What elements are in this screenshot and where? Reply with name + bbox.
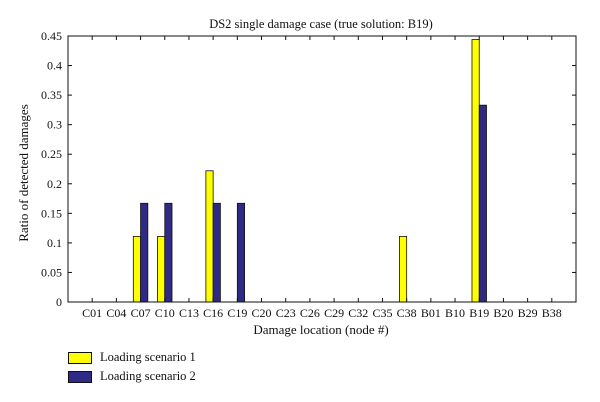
x-tick-label-c04: C04 [106,306,126,320]
y-axis-label: Ratio of detected damages [16,104,31,242]
bars-group [132,39,487,303]
x-axis-label: Damage location (node #) [253,322,388,337]
bar-b19-series-1 [471,39,480,303]
legend-swatch-scenario-1 [68,351,92,364]
x-tick-label-c13: C13 [179,306,199,320]
ticks-group: 0 0.05 0.1 0.15 0.2 0.25 0.3 0.35 0.4 0.45 C01 C04 C… [41,29,576,320]
y-tick-label: 0.35 [41,88,62,102]
x-tick-label-c10: C10 [155,306,175,320]
x-tick-label-b10: B10 [445,306,465,320]
legend: Loading scenario 1 Loading scenario 2 [68,348,196,386]
x-tick-label-c26: C26 [300,306,320,320]
bar-c16-series-2 [212,202,221,303]
y-tick-label: 0.3 [47,118,62,132]
y-tick-label: 0.45 [41,29,62,43]
x-tick-label-c01: C01 [82,306,102,320]
bar-c10-series-1 [157,235,166,303]
x-tick-label-c16: C16 [203,306,223,320]
x-tick-label-c23: C23 [276,306,296,320]
legend-label-scenario-1: Loading scenario 1 [100,350,196,364]
bar-c07-series-2 [140,202,149,303]
y-tick-label: 0.05 [41,265,62,279]
x-tick-label-c35: C35 [372,306,392,320]
x-tick-label-c20: C20 [252,306,272,320]
y-tick-label: 0.4 [47,59,62,73]
x-tick-label-c19: C19 [227,306,247,320]
y-tick-label: 0.1 [47,236,62,250]
y-tick-label: 0.25 [41,147,62,161]
legend-label-scenario-2: Loading scenario 2 [100,369,196,383]
y-tick-label: 0.2 [47,177,62,191]
chart-title: DS2 single damage case (true solution: B… [209,17,433,31]
legend-swatch-scenario-2 [68,370,92,383]
x-tick-label-c29: C29 [324,306,344,320]
bar-c38-series-1 [399,235,408,303]
x-tick-label-c07: C07 [131,306,151,320]
bar-c16-series-1 [205,170,214,303]
legend-item-scenario-2: Loading scenario 2 [68,367,196,386]
bar-b19-series-2 [478,104,487,303]
bar-c07-series-1 [132,235,141,303]
x-tick-label-b19: B19 [469,306,489,320]
x-tick-label-b01: B01 [421,306,441,320]
legend-item-scenario-1: Loading scenario 1 [68,348,196,367]
x-tick-label-b20: B20 [493,306,513,320]
bar-c19-series-2 [236,202,245,303]
x-tick-label-b29: B29 [518,306,538,320]
x-tick-label-b38: B38 [542,306,562,320]
bar-c10-series-2 [164,202,173,303]
plot-area-frame [67,35,577,303]
y-tick-label: 0.15 [41,206,62,220]
y-tick-label: 0 [56,295,62,309]
x-tick-label-c32: C32 [348,306,368,320]
x-tick-label-c38: C38 [397,306,417,320]
